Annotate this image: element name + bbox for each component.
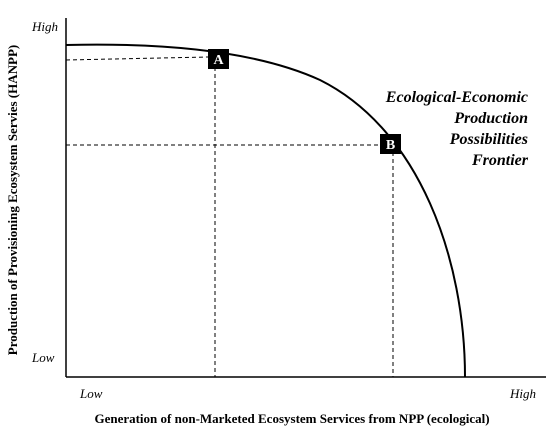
frontier-label: Ecological-Economic bbox=[385, 89, 528, 106]
x-axis-title: Generation of non-Marketed Ecosystem Ser… bbox=[94, 411, 489, 426]
point-label: A bbox=[213, 53, 224, 68]
point-label: B bbox=[386, 138, 395, 153]
point-box bbox=[208, 49, 229, 69]
frontier-label: Possibilities bbox=[449, 131, 528, 148]
y-low-label: Low bbox=[31, 350, 55, 365]
frontier-curve bbox=[65, 43, 466, 378]
guide-line bbox=[65, 56, 209, 61]
frontier-label: Production bbox=[453, 110, 528, 127]
frontier-label: Frontier bbox=[471, 152, 529, 169]
y-axis-title: Production of Provisioning Ecosystem Ser… bbox=[5, 45, 20, 355]
guide-lines bbox=[65, 56, 394, 377]
y-high-label: High bbox=[31, 19, 58, 34]
point-box bbox=[380, 134, 401, 154]
x-high-label: High bbox=[509, 386, 536, 401]
x-low-label: Low bbox=[79, 386, 103, 401]
